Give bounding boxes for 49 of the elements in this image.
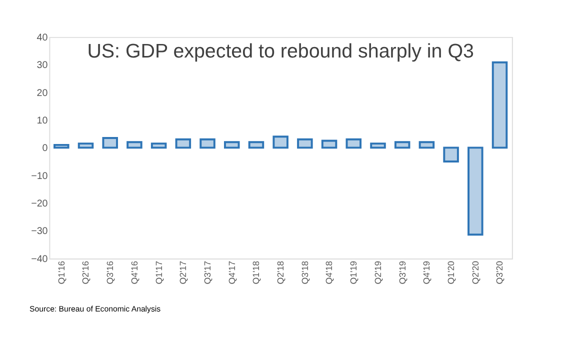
bar [492,61,508,149]
y-tick-label: 20 [36,88,48,99]
y-tick-label: −30 [31,226,48,238]
x-tick-label: Q3'16 [105,260,116,284]
y-tick-label: −10 [31,170,48,182]
bar [321,140,338,149]
x-tick-label: Q1'16 [56,260,66,284]
x-tick-label: Q3'19 [397,260,408,284]
x-tick-label: Q2'17 [178,260,188,284]
x-tick-label: Q1'20 [446,260,456,284]
bar [248,141,264,149]
y-tick-label: 40 [36,32,48,44]
bar [102,137,118,149]
x-tick-label: Q4'18 [324,260,334,284]
bar [224,141,240,149]
y-tick-label: 0 [42,143,48,154]
bar [370,142,386,149]
y-tick-label: −20 [31,198,48,210]
y-tick-label: −40 [31,254,48,265]
x-tick-label: Q2'20 [470,260,480,284]
x-tick-label: Q1'18 [251,260,262,284]
bar [297,138,313,149]
bar [78,142,94,149]
y-tick-label: 10 [36,115,48,126]
bar [418,141,435,149]
bar [126,141,142,149]
chart-title: US: GDP expected to rebound sharply in Q3 [87,40,474,63]
x-tick-label: Q2'18 [276,260,286,284]
x-tick-label: Q2'19 [372,260,383,284]
bar [150,142,167,149]
bar [175,138,192,149]
x-tick-label: Q2'16 [80,260,91,284]
x-tick-label: Q3'18 [300,260,310,284]
bar [394,141,410,149]
x-tick-label: Q4'16 [129,260,140,284]
bar [54,144,70,149]
x-tick-label: Q3'20 [494,260,505,284]
x-tick-label: Q4'19 [422,260,432,284]
bar [346,138,362,149]
bar [443,146,459,163]
x-tick-label: Q4'17 [226,260,237,284]
bar [468,146,484,236]
bar [200,138,216,149]
x-tick-label: Q3'17 [202,260,212,284]
x-tick-label: Q1'19 [348,260,359,284]
source-note: Source: Bureau of Economic Analysis [30,304,161,314]
x-tick-label: Q1'17 [154,260,164,284]
bar [272,136,288,149]
y-tick-label: 30 [36,60,48,72]
